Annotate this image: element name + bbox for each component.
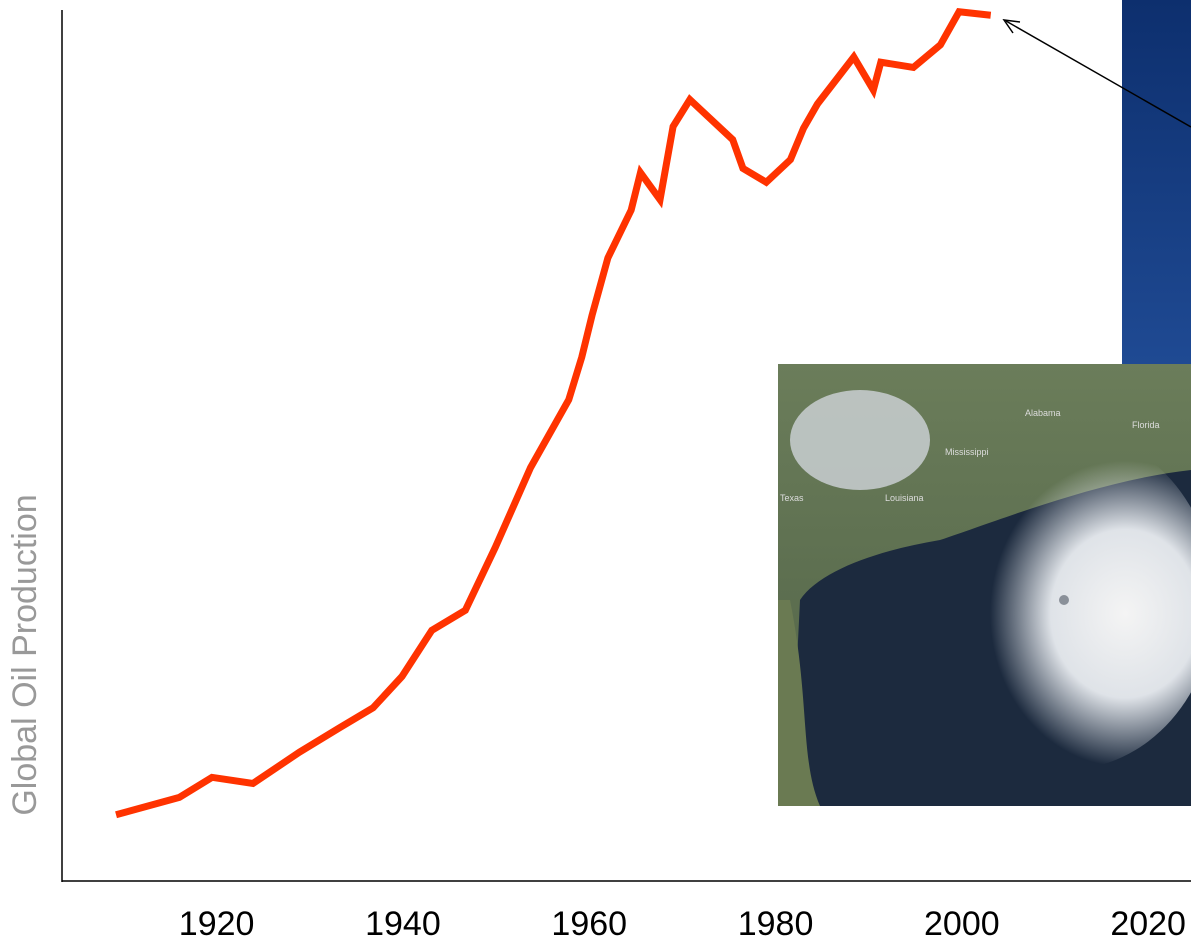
x-tick-label: 1960 [551,905,627,943]
image-label: Mississippi [945,447,989,457]
image-label: Florida [1132,420,1160,430]
image-label: Louisiana [885,493,924,503]
image-label: Texas [780,493,804,503]
x-tick-label: 2000 [924,905,1000,943]
x-tick-label: 1920 [179,905,255,943]
x-tick-label: 2020 [1110,905,1186,943]
data-line [115,8,992,819]
satellite-image: Alabama Florida Mississippi Louisiana Te… [778,364,1191,806]
blue-panel [1122,0,1191,365]
y-axis-label: Global Oil Production [6,494,44,815]
image-label: Alabama [1025,408,1061,418]
x-tick-label: 1980 [738,905,814,943]
x-tick-label: 1940 [365,905,441,943]
arrow [1002,19,1191,128]
